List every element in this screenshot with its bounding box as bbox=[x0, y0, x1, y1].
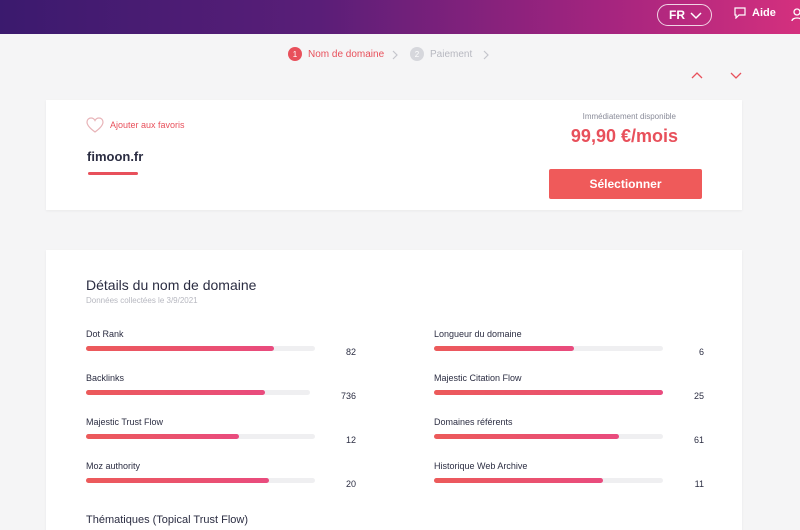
metric-value: 736 bbox=[340, 391, 356, 401]
metric-fill bbox=[434, 478, 604, 483]
chevron-down-icon bbox=[690, 12, 702, 20]
metric-label: Historique Web Archive bbox=[434, 461, 528, 471]
metric-label: Majestic Citation Flow bbox=[434, 373, 522, 383]
metric-referring-domains: Domaines référents 61 bbox=[434, 417, 704, 451]
metric-value: 82 bbox=[345, 347, 356, 357]
step-number: 1 bbox=[288, 47, 302, 61]
chevron-right-icon bbox=[483, 50, 489, 60]
availability-text: Immédiatement disponible bbox=[582, 112, 676, 121]
metric-majestic-trust-flow: Majestic Trust Flow 12 bbox=[86, 417, 356, 451]
metric-fill bbox=[86, 434, 240, 439]
language-selector[interactable]: FR bbox=[657, 4, 712, 26]
metric-fill bbox=[434, 434, 620, 439]
metric-domain-length: Longueur du domaine 6 bbox=[434, 329, 704, 363]
metric-track bbox=[434, 478, 663, 483]
metric-track bbox=[86, 390, 310, 395]
details-subtitle: Données collectées le 3/9/2021 bbox=[86, 296, 198, 305]
metric-label: Backlinks bbox=[86, 373, 125, 383]
user-icon[interactable] bbox=[791, 8, 800, 22]
step-label: Paiement bbox=[430, 48, 473, 60]
chevron-right-icon bbox=[392, 50, 398, 60]
metric-fill bbox=[86, 390, 266, 395]
metric-dot-rank: Dot Rank 82 bbox=[86, 329, 356, 363]
chevron-up-icon[interactable] bbox=[690, 68, 704, 82]
select-button[interactable]: Sélectionner bbox=[549, 169, 702, 199]
metric-track bbox=[434, 346, 663, 351]
domain-details-card: Détails du nom de domaine Données collec… bbox=[46, 250, 742, 530]
metric-label: Longueur du domaine bbox=[434, 329, 522, 339]
metric-value: 11 bbox=[694, 479, 704, 489]
metric-label: Majestic Trust Flow bbox=[86, 417, 164, 427]
chevron-down-icon[interactable] bbox=[729, 68, 743, 82]
price: 99,90 €/mois bbox=[570, 126, 678, 146]
checkout-steps: 1 Nom de domaine 2 Paiement bbox=[0, 47, 800, 67]
metric-fill bbox=[86, 478, 270, 483]
chat-bubble-icon bbox=[734, 7, 746, 19]
metric-label: Domaines référents bbox=[434, 417, 513, 427]
metric-value: 61 bbox=[693, 435, 704, 445]
step-label: Nom de domaine bbox=[308, 48, 385, 60]
favorite-button[interactable]: Ajouter aux favoris bbox=[86, 117, 185, 133]
step-payment[interactable]: 2 Paiement bbox=[410, 47, 472, 61]
favorite-label: Ajouter aux favoris bbox=[110, 120, 185, 130]
metric-value: 20 bbox=[345, 479, 356, 489]
metric-track bbox=[86, 346, 315, 351]
metric-label: Moz authority bbox=[86, 461, 141, 471]
metric-fill bbox=[86, 346, 274, 351]
metric-majestic-citation-flow: Majestic Citation Flow 25 bbox=[434, 373, 704, 407]
language-label: FR bbox=[669, 8, 685, 22]
metric-track bbox=[434, 434, 663, 439]
domain-name: fimoon.fr bbox=[87, 149, 144, 164]
metric-moz-authority: Moz authority 20 bbox=[86, 461, 356, 495]
metric-value: 25 bbox=[693, 391, 704, 401]
metric-value: 12 bbox=[345, 435, 356, 445]
step-number: 2 bbox=[410, 47, 424, 61]
domain-offer-card: Ajouter aux favoris fimoon.fr Immédiatem… bbox=[46, 100, 742, 210]
details-title: Détails du nom de domaine bbox=[86, 277, 257, 293]
metric-value: 6 bbox=[698, 347, 704, 357]
metric-fill bbox=[434, 346, 574, 351]
metric-label: Dot Rank bbox=[86, 329, 124, 339]
metric-web-archive-history: Historique Web Archive 11 bbox=[434, 461, 704, 495]
metric-track bbox=[86, 434, 315, 439]
metric-track bbox=[434, 390, 663, 395]
help-label: Aide bbox=[752, 7, 776, 19]
top-header: FR Aide bbox=[0, 0, 800, 34]
help-link[interactable]: Aide bbox=[734, 7, 776, 19]
heart-icon bbox=[86, 117, 104, 133]
metric-track bbox=[86, 478, 315, 483]
metric-backlinks: Backlinks 736 bbox=[86, 373, 356, 407]
metric-fill bbox=[434, 390, 663, 395]
topical-trust-flow-title: Thématiques (Topical Trust Flow) bbox=[86, 514, 248, 526]
step-domain[interactable]: 1 Nom de domaine bbox=[288, 47, 384, 61]
domain-underline bbox=[88, 172, 138, 175]
